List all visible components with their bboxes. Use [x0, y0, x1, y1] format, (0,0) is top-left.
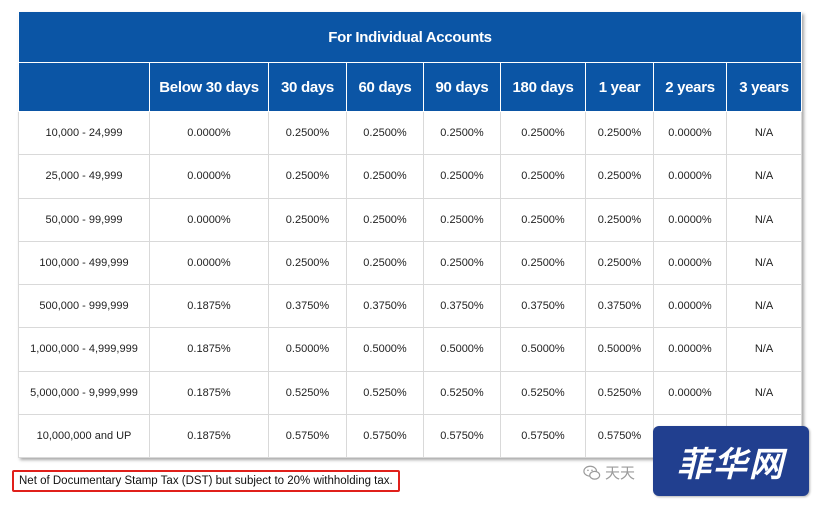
column-header-row: Below 30 days 30 days 60 days 90 days 180 da…	[18, 62, 802, 112]
table-title: For Individual Accounts	[18, 12, 802, 63]
column-header: 2 years	[653, 62, 727, 112]
rate-cell: 0.5000%	[423, 327, 501, 372]
rate-cell: 0.2500%	[346, 110, 424, 156]
rate-cell: 0.5250%	[500, 370, 586, 415]
column-header: 180 days	[500, 62, 586, 112]
rate-cell: 0.2500%	[268, 197, 347, 242]
column-header: 3 years	[726, 62, 802, 112]
rate-cell: 0.3750%	[346, 283, 424, 329]
rate-cell: 0.5250%	[585, 370, 654, 415]
table-row: 25,000 - 49,999 0.0000% 0.2500% 0.2500% 0.25…	[18, 154, 802, 199]
rate-cell: N/A	[726, 240, 802, 286]
rate-cell: N/A	[726, 327, 802, 372]
rate-cell: 0.0000%	[149, 154, 269, 199]
rate-cell: 0.2500%	[423, 154, 501, 199]
column-header: 30 days	[268, 62, 347, 112]
column-header: 1 year	[585, 62, 654, 112]
rate-cell: 0.5750%	[423, 413, 501, 459]
amount-range-cell: 10,000,000 and UP	[18, 413, 150, 459]
rate-cell: 0.0000%	[149, 110, 269, 156]
wechat-icon	[583, 465, 601, 480]
rate-cell: 0.1875%	[149, 413, 269, 459]
footnote: Net of Documentary Stamp Tax (DST) but s…	[12, 470, 400, 492]
rate-cell: 0.0000%	[653, 110, 727, 156]
rate-cell: 0.0000%	[149, 240, 269, 286]
rate-cell: 0.2500%	[423, 240, 501, 286]
rate-cell: 0.2500%	[268, 110, 347, 156]
rate-cell: 0.0000%	[653, 197, 727, 242]
rate-cell: 0.2500%	[346, 240, 424, 286]
rate-cell: 0.2500%	[423, 197, 501, 242]
table-row: 100,000 - 499,999 0.0000% 0.2500% 0.2500% 0.…	[18, 240, 802, 286]
rate-cell: N/A	[726, 110, 802, 156]
rate-cell: 0.0000%	[653, 240, 727, 286]
amount-range-cell: 50,000 - 99,999	[18, 197, 150, 242]
site-logo: 菲华网	[653, 426, 809, 496]
rate-cell: 0.2500%	[500, 154, 586, 199]
column-header: 60 days	[346, 62, 424, 112]
rate-cell: 0.1875%	[149, 327, 269, 372]
rates-table: For Individual Accounts Below 30 days 30 …	[18, 12, 802, 459]
rate-cell: 0.5000%	[346, 327, 424, 372]
rate-cell: 0.2500%	[500, 240, 586, 286]
rate-cell: 0.2500%	[585, 197, 654, 242]
logo-text: 菲华网	[677, 444, 785, 485]
rate-cell: 0.0000%	[653, 327, 727, 372]
table-body: 10,000 - 24,999 0.0000% 0.2500% 0.2500% 0.25…	[18, 110, 802, 459]
rate-cell: 0.5250%	[268, 370, 347, 415]
rate-cell: 0.0000%	[653, 154, 727, 199]
amount-range-cell: 10,000 - 24,999	[18, 110, 150, 156]
table-row: 50,000 - 99,999 0.0000% 0.2500% 0.2500% 0.25…	[18, 197, 802, 242]
rate-cell: 0.2500%	[500, 197, 586, 242]
column-header: Below 30 days	[149, 62, 269, 112]
rate-cell: 0.0000%	[653, 370, 727, 415]
rate-cell: N/A	[726, 370, 802, 415]
rate-cell: 0.3750%	[500, 283, 586, 329]
rate-cell: 0.3750%	[423, 283, 501, 329]
rate-cell: N/A	[726, 283, 802, 329]
table-row: 5,000,000 - 9,999,999 0.1875% 0.5250% 0.525…	[18, 370, 802, 415]
rate-cell: 0.0000%	[653, 283, 727, 329]
rate-cell: 0.3750%	[585, 283, 654, 329]
rate-cell: 0.1875%	[149, 283, 269, 329]
rate-cell: 0.2500%	[500, 110, 586, 156]
column-header-range	[18, 62, 150, 112]
amount-range-cell: 1,000,000 - 4,999,999	[18, 327, 150, 372]
amount-range-cell: 25,000 - 49,999	[18, 154, 150, 199]
table-row: 500,000 - 999,999 0.1875% 0.3750% 0.3750% 0.…	[18, 283, 802, 329]
amount-range-cell: 5,000,000 - 9,999,999	[18, 370, 150, 415]
rate-cell: 0.5750%	[268, 413, 347, 459]
rate-cell: 0.2500%	[585, 154, 654, 199]
rate-cell: 0.1875%	[149, 370, 269, 415]
rate-cell: 0.5250%	[346, 370, 424, 415]
rate-cell: 0.2500%	[585, 240, 654, 286]
rate-cell: 0.5000%	[585, 327, 654, 372]
rate-cell: 0.0000%	[149, 197, 269, 242]
amount-range-cell: 100,000 - 499,999	[18, 240, 150, 286]
rate-cell: 0.2500%	[585, 110, 654, 156]
rate-cell: N/A	[726, 154, 802, 199]
rate-cell: 0.5000%	[500, 327, 586, 372]
rate-cell: N/A	[726, 197, 802, 242]
rate-cell: 0.5750%	[500, 413, 586, 459]
rate-cell: 0.2500%	[346, 197, 424, 242]
rate-cell: 0.2500%	[268, 154, 347, 199]
rate-cell: 0.5250%	[423, 370, 501, 415]
rate-cell: 0.5750%	[585, 413, 654, 459]
watermark-text: 天天	[605, 465, 636, 482]
rate-cell: 0.5750%	[346, 413, 424, 459]
rate-cell: 0.2500%	[268, 240, 347, 286]
rate-cell: 0.5000%	[268, 327, 347, 372]
rate-cell: 0.2500%	[346, 154, 424, 199]
rate-cell: 0.2500%	[423, 110, 501, 156]
column-header: 90 days	[423, 62, 501, 112]
table-row: 1,000,000 - 4,999,999 0.1875% 0.5000% 0.500…	[18, 327, 802, 372]
rate-cell: 0.3750%	[268, 283, 347, 329]
watermark: 天天	[583, 462, 635, 483]
table-row: 10,000 - 24,999 0.0000% 0.2500% 0.2500% 0.25…	[18, 110, 802, 156]
amount-range-cell: 500,000 - 999,999	[18, 283, 150, 329]
